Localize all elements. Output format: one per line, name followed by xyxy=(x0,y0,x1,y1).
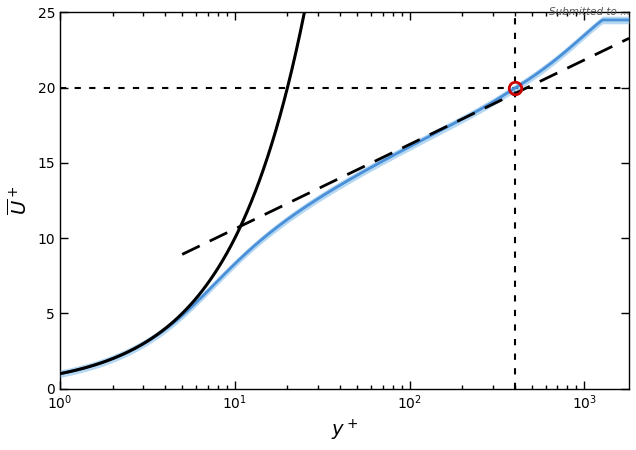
Text: Submitted to ...: Submitted to ... xyxy=(549,7,630,17)
Y-axis label: $\overline{U}^+$: $\overline{U}^+$ xyxy=(7,186,31,215)
X-axis label: $y^+$: $y^+$ xyxy=(331,418,358,443)
